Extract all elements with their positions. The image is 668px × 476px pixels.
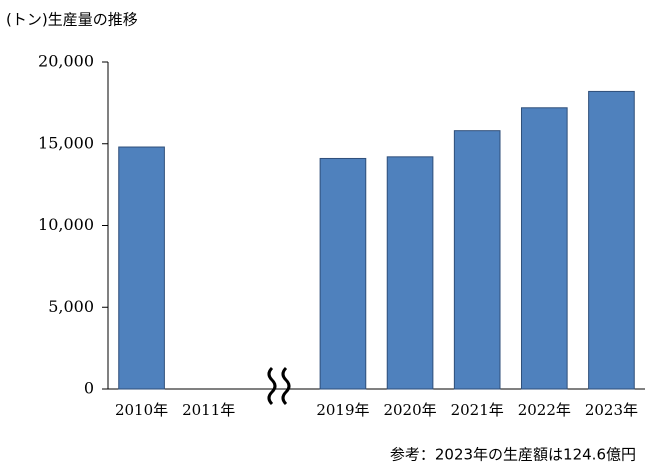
x-tick-label: 2023年	[585, 401, 638, 419]
bar	[386, 156, 434, 390]
bar	[520, 107, 568, 390]
bar	[319, 157, 367, 390]
x-tick-label: 2020年	[383, 401, 436, 419]
y-tick-label: 20,000	[38, 52, 94, 71]
x-tick-label: 2019年	[316, 401, 369, 419]
break-mark	[281, 366, 291, 406]
y-tick-label: 5,000	[48, 297, 94, 316]
break-mark	[267, 366, 277, 406]
chart-title: (トン)生産量の推移	[6, 11, 138, 29]
bar	[588, 90, 635, 390]
x-tick-label: 2022年	[518, 401, 571, 419]
x-tick-label: 2010年	[115, 401, 168, 419]
bar	[118, 146, 165, 390]
y-tick-label: 15,000	[38, 133, 94, 152]
x-tick-label: 2011年	[182, 401, 235, 419]
y-tick-label: 10,000	[38, 215, 94, 234]
footnote: 参考：2023年の生産額は124.6億円	[390, 446, 636, 464]
bar	[453, 130, 501, 390]
y-tick-label: 0	[84, 379, 94, 398]
x-tick-label: 2021年	[451, 401, 504, 419]
axis-break	[267, 366, 291, 406]
